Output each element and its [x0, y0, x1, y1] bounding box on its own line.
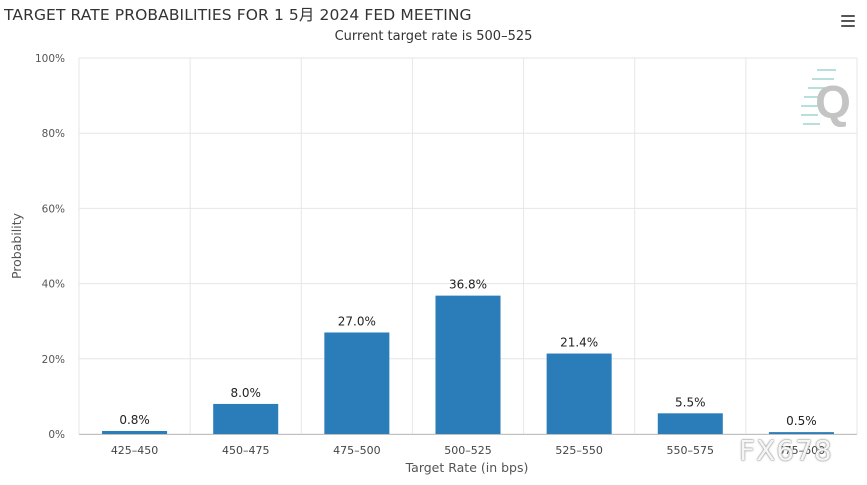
x-tick-label: 450–475 [222, 444, 270, 457]
x-tick-label: 575–600 [778, 444, 826, 457]
data-label: 0.5% [786, 414, 817, 428]
x-tick-label: 550–575 [667, 444, 715, 457]
y-tick-label: 40% [42, 279, 65, 291]
y-tick-label: 80% [42, 128, 65, 140]
chart-subtitle: Current target rate is 500–525 [334, 29, 533, 44]
q-logo-letter: Q [815, 76, 851, 128]
data-label: 21.4% [560, 336, 598, 350]
watermark: FX678 [739, 434, 833, 467]
x-tick-label: 500–525 [444, 444, 492, 457]
labels-layer: 0.8% 425–450 8.0% 450–475 27.0% 475–500 36.8% 5… [111, 278, 825, 457]
x-tick-label: 425–450 [111, 444, 159, 457]
menu-icon [841, 15, 855, 18]
x-tick-label: 475–500 [333, 444, 381, 457]
data-label: 36.8% [449, 278, 487, 292]
y-axis-title: Probability [9, 212, 24, 279]
x-axis-title: Target Rate (in bps) [405, 460, 529, 475]
q-logo: Q [801, 69, 851, 128]
data-label: 27.0% [338, 314, 376, 328]
x-tick-label: 525–550 [555, 444, 603, 457]
grid-layer: 0% 20% 40% 60% 80% 100% [35, 53, 858, 441]
chart-title: TARGET RATE PROBABILITIES FOR 1 5月 2024 … [4, 6, 472, 24]
y-tick-label: 60% [42, 203, 65, 215]
bar-450–475[interactable] [213, 403, 279, 434]
bar-525–550[interactable] [546, 353, 612, 434]
data-label: 8.0% [230, 386, 261, 400]
bar-500–525[interactable] [435, 295, 501, 434]
bars-layer [102, 295, 834, 434]
y-tick-label: 20% [42, 354, 65, 366]
bar-425–450[interactable] [102, 430, 168, 434]
data-label: 5.5% [675, 395, 706, 409]
y-tick-label: 100% [35, 53, 65, 65]
chart-menu-button[interactable] [838, 11, 858, 31]
bar-475–500[interactable] [324, 332, 390, 434]
data-label: 0.8% [119, 413, 150, 427]
bar-550–575[interactable] [657, 413, 723, 434]
y-tick-label: 0% [48, 429, 65, 441]
bar-575–600[interactable] [768, 432, 834, 434]
